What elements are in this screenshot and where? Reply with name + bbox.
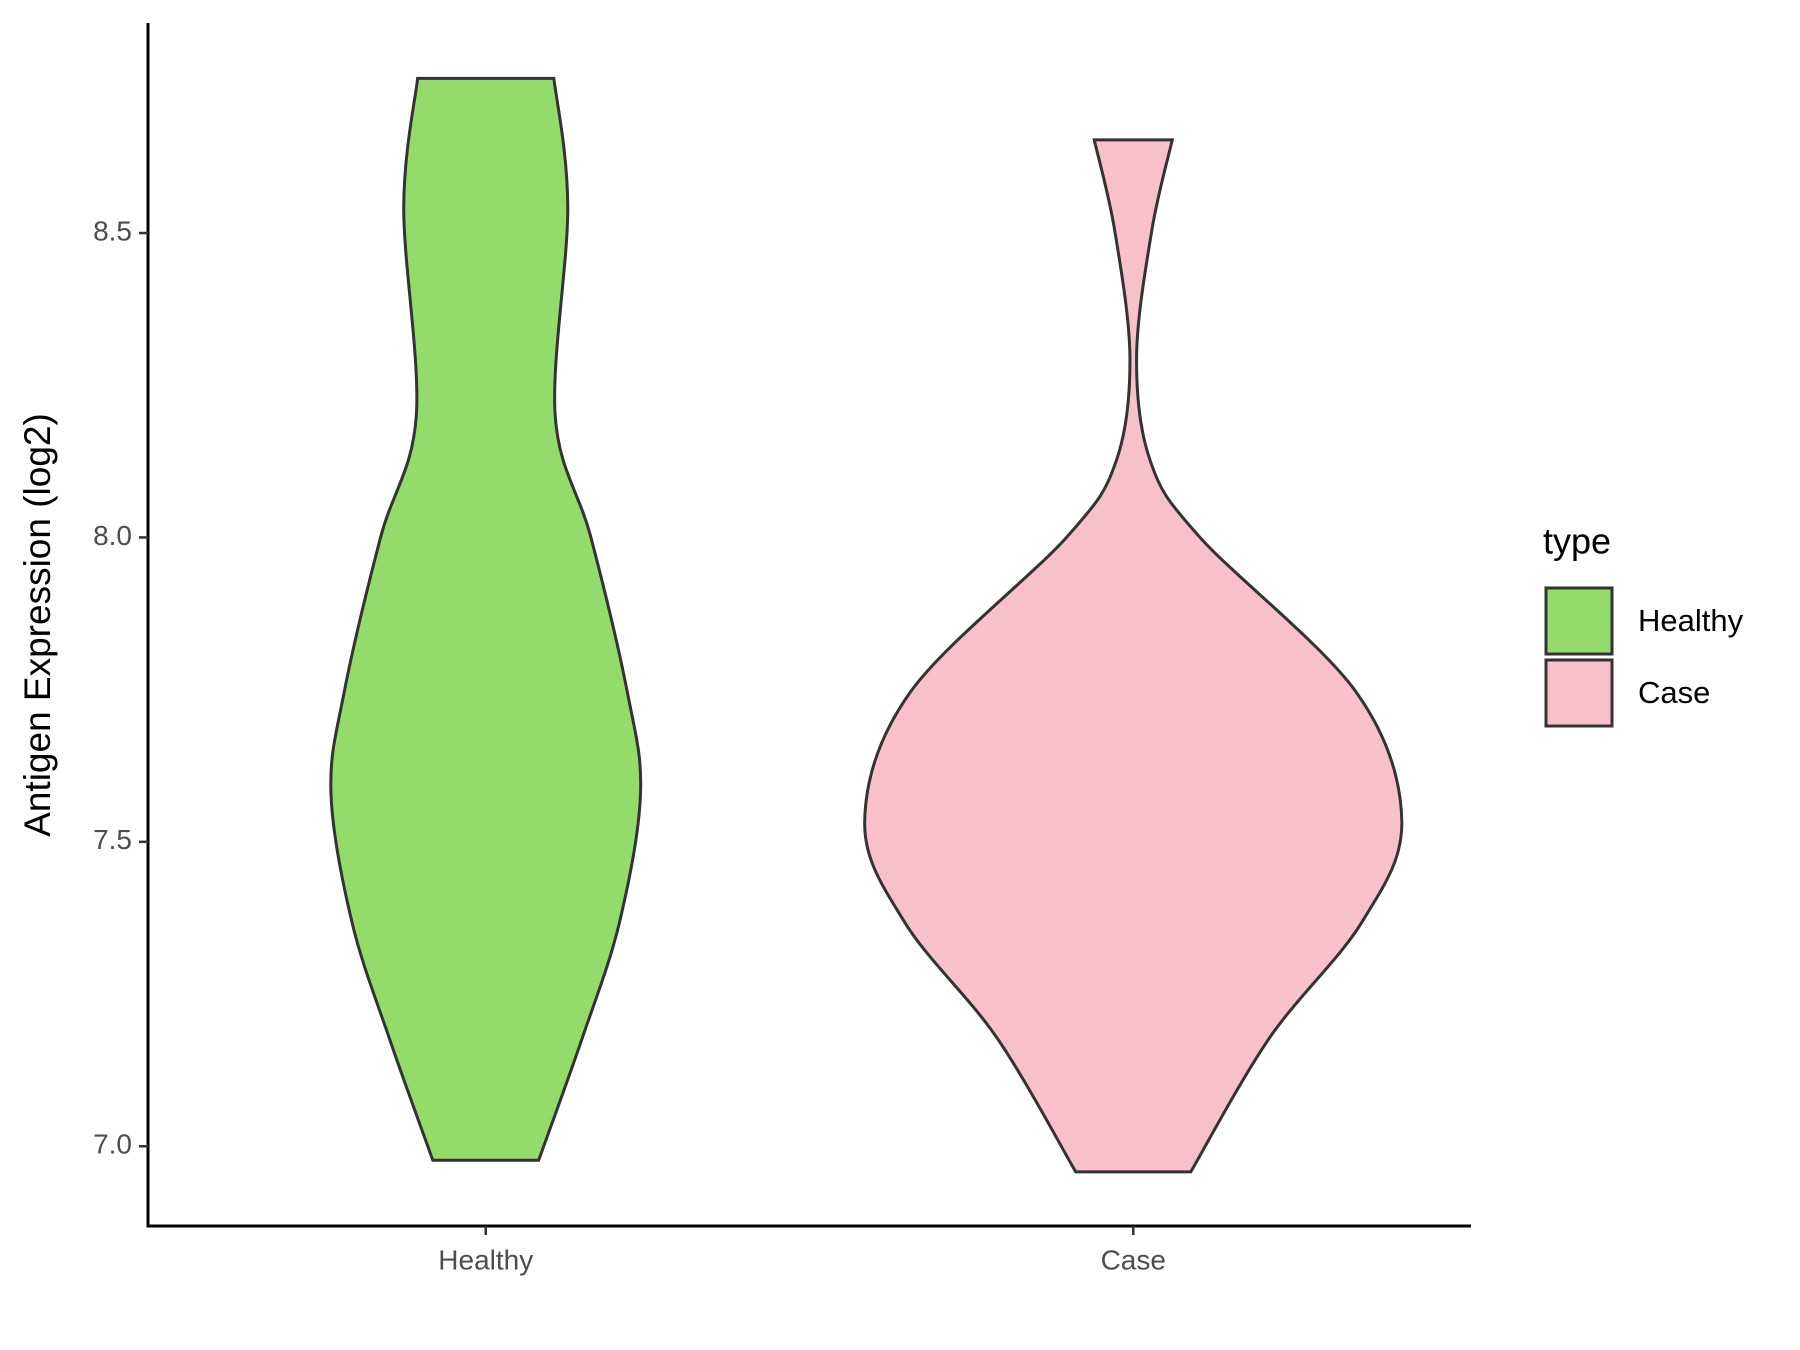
violin (329, 76, 643, 1162)
legend-key (1544, 658, 1614, 728)
y-axis-title: Antigen Expression (log2) (17, 413, 58, 837)
legend-label: Healthy (1638, 603, 1744, 638)
x-tick-label: Healthy (438, 1244, 533, 1275)
y-tick-label: 8.0 (93, 520, 132, 551)
legend-title: type (1543, 521, 1611, 562)
legend-label: Case (1638, 675, 1710, 710)
y-tick-label: 7.0 (93, 1129, 132, 1160)
legend-key (1544, 586, 1614, 656)
y-tick-label: 8.5 (93, 215, 132, 246)
violin (863, 138, 1404, 1174)
y-tick-label: 7.5 (93, 824, 132, 855)
x-tick-label: Case (1101, 1244, 1166, 1275)
